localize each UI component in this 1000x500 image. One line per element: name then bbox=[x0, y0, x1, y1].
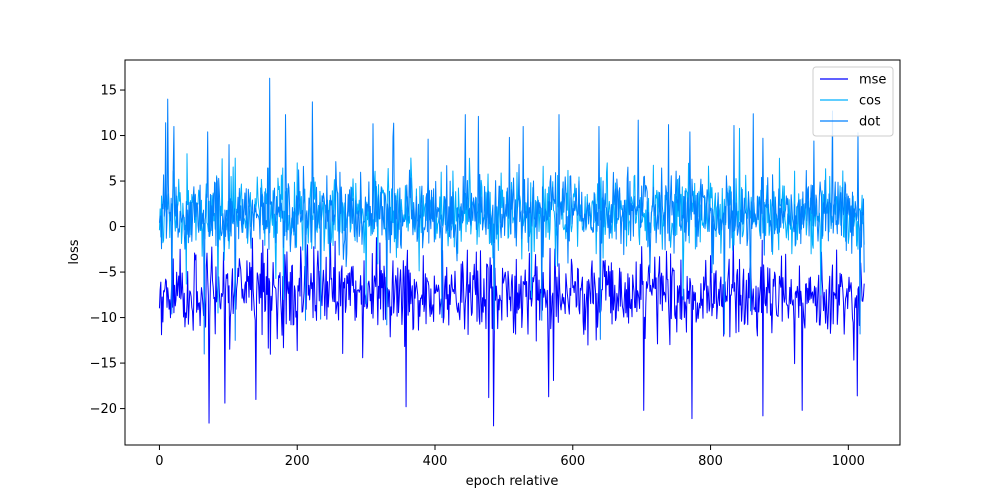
x-tick-label: 200 bbox=[285, 454, 310, 469]
y-tick-label: −5 bbox=[98, 266, 117, 281]
legend-box bbox=[812, 66, 894, 137]
legend-label-mse: mse bbox=[859, 73, 886, 88]
x-tick-label: 600 bbox=[560, 454, 585, 469]
x-axis: 0 200 400 600 800 1000 bbox=[155, 445, 865, 469]
y-tick-label: 0 bbox=[109, 220, 117, 235]
y-axis-title: loss bbox=[67, 239, 82, 264]
legend-label-cos: cos bbox=[859, 94, 881, 109]
x-axis-title: epoch relative bbox=[466, 474, 559, 489]
y-tick-label: 10 bbox=[100, 129, 117, 144]
y-axis: −20 −15 −10 −5 0 5 10 15 bbox=[90, 84, 125, 417]
plot-frame bbox=[124, 59, 901, 446]
y-tick-label: 15 bbox=[100, 84, 117, 99]
series-line-dot bbox=[158, 77, 865, 355]
series-layer bbox=[158, 77, 865, 427]
legend: mse cos dot bbox=[812, 66, 894, 137]
legend-label-dot: dot bbox=[859, 115, 880, 130]
y-tick-label: −15 bbox=[90, 357, 117, 372]
y-tick-label: −20 bbox=[90, 402, 117, 417]
y-tick-label: 5 bbox=[109, 175, 117, 190]
x-tick-label: 400 bbox=[423, 454, 448, 469]
x-tick-label: 800 bbox=[698, 454, 723, 469]
y-tick-label: −10 bbox=[90, 311, 117, 326]
x-tick-label: 0 bbox=[155, 454, 163, 469]
x-tick-label: 1000 bbox=[832, 454, 865, 469]
series-line-mse bbox=[158, 228, 865, 427]
